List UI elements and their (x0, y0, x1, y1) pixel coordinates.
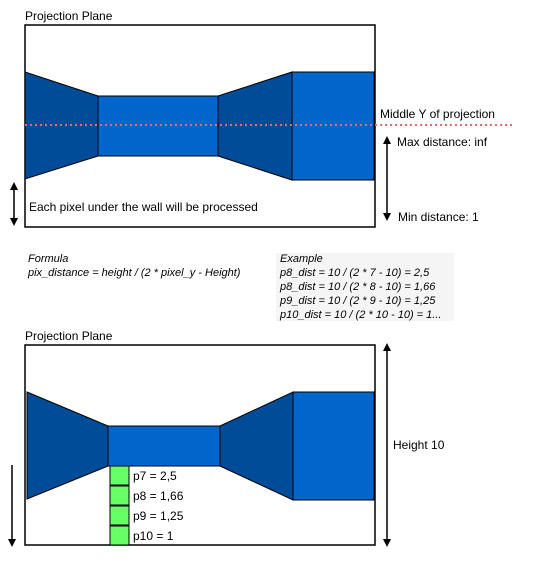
pixel-cell (109, 465, 130, 486)
pixel-label: p9 = 1,25 (133, 509, 184, 523)
middle-y-label: Middle Y of projection (380, 107, 495, 121)
pixel-label: p8 = 1,66 (133, 489, 184, 503)
pixel-label: p7 = 2,5 (133, 469, 177, 483)
example-line: p10_dist = 10 / (2 * 10 - 10) = 1... (279, 309, 441, 321)
pixel-note: Each pixel under the wall will be proces… (29, 200, 258, 214)
max-distance-label: Max distance: inf (397, 135, 488, 149)
example-line: p8_dist = 10 / (2 * 7 - 10) = 2,5 (279, 267, 430, 279)
example-box (276, 253, 454, 321)
min-distance-label: Min distance: 1 (398, 210, 479, 224)
example-line: p9_dist = 10 / (2 * 9 - 10) = 1,25 (279, 295, 436, 307)
pixel-cell (109, 525, 130, 546)
formula-expression: pix_distance = height / (2 * pixel_y - H… (27, 267, 241, 279)
example-heading: Example (280, 253, 323, 265)
example-line: p8_dist = 10 / (2 * 8 - 10) = 1,66 (279, 281, 436, 293)
pixel-label: p10 = 1 (133, 529, 174, 543)
bottom-wall-right-box (292, 391, 375, 501)
pixel-cell (109, 505, 130, 526)
top-panel-title: Projection Plane (25, 9, 113, 23)
height-label: Height 10 (393, 438, 445, 452)
bottom-wall-center (107, 425, 221, 467)
bottom-panel-title: Projection Plane (25, 329, 113, 343)
formula-heading: Formula (28, 253, 68, 265)
top-wall-center (97, 95, 219, 157)
pixel-cell (109, 485, 130, 506)
